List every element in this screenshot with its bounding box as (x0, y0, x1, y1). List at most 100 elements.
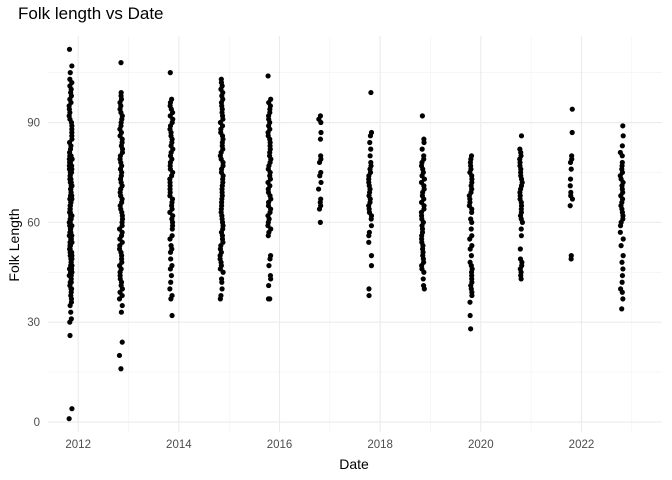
data-point (218, 292, 224, 299)
data-point (620, 296, 626, 302)
data-point (567, 176, 574, 182)
data-point (317, 113, 324, 119)
data-point (318, 196, 324, 202)
y-tick-label: 90 (27, 118, 40, 130)
data-point (469, 243, 475, 249)
data-point (169, 263, 175, 269)
data-point (518, 133, 525, 139)
x-tick-label: 2020 (468, 439, 494, 451)
data-point (569, 106, 575, 112)
x-tick-label: 2016 (267, 439, 293, 451)
data-point (617, 286, 624, 292)
data-point (468, 226, 474, 232)
data-point (116, 352, 123, 359)
data-point (267, 296, 273, 302)
data-point (467, 312, 473, 319)
data-point (169, 96, 175, 102)
data-point (366, 229, 372, 235)
data-point (118, 366, 124, 372)
data-point (69, 406, 75, 412)
x-axis-title: Date (339, 456, 369, 472)
major-grid (48, 36, 662, 432)
data-point (317, 136, 324, 142)
data-point (267, 272, 274, 279)
data-point (265, 73, 271, 79)
x-tick-label: 2022 (569, 439, 595, 451)
data-point (620, 253, 626, 259)
data-point (168, 243, 174, 249)
data-point (517, 246, 523, 252)
data-point (518, 226, 524, 232)
data-point (468, 153, 475, 159)
data-point (467, 259, 473, 265)
data-point (118, 309, 124, 315)
data-point (618, 243, 624, 249)
data-point (119, 302, 125, 309)
data-point (569, 153, 575, 159)
data-point (567, 183, 573, 189)
data-point (568, 253, 574, 259)
data-point (68, 309, 74, 315)
data-point (368, 129, 375, 136)
x-axis-ticks: 2012 2014 2016 2018 2020 2022 (65, 439, 594, 451)
data-point (66, 46, 73, 52)
x-tick-label: 2012 (65, 439, 91, 451)
data-point (420, 282, 427, 289)
data-point (569, 129, 575, 136)
data-point (168, 256, 174, 262)
data-point (467, 299, 473, 305)
data-point (169, 292, 175, 299)
data-point (218, 76, 224, 82)
data-point (368, 223, 375, 229)
data-point (318, 153, 324, 159)
data-point (169, 312, 175, 319)
data-point (617, 149, 623, 156)
data-point (69, 63, 75, 69)
data-point (366, 239, 372, 245)
data-point (568, 166, 574, 172)
data-point (218, 276, 225, 282)
x-tick-label: 2018 (367, 439, 393, 451)
data-point (421, 153, 427, 159)
data-point (567, 203, 573, 209)
data-point (118, 60, 124, 66)
data-point (420, 276, 426, 282)
data-point (266, 282, 272, 289)
data-point (167, 70, 173, 76)
data-point (620, 236, 626, 242)
data-point (366, 286, 372, 292)
data-point (318, 169, 324, 176)
data-point (119, 339, 125, 345)
data-point (318, 129, 324, 136)
data-point (517, 146, 523, 152)
data-point (517, 256, 524, 262)
data-point (367, 153, 373, 159)
data-point (468, 326, 474, 332)
data-point (267, 253, 274, 259)
data-point (66, 416, 72, 422)
y-axis-title: Folk Length (6, 208, 22, 281)
data-point (317, 219, 323, 225)
y-tick-label: 60 (27, 217, 40, 229)
data-point (368, 263, 375, 269)
data-point (620, 123, 626, 129)
data-point (619, 143, 625, 149)
data-point (518, 233, 525, 239)
chart-title: Folk length vs Date (18, 4, 164, 23)
data-point (619, 259, 625, 265)
data-point (620, 133, 626, 139)
data-point (468, 253, 474, 259)
data-point (169, 233, 175, 239)
data-point (368, 253, 375, 259)
data-point (318, 179, 324, 186)
data-point (619, 279, 625, 285)
data-point (568, 189, 574, 196)
data-point (468, 216, 474, 222)
data-point (419, 146, 425, 152)
data-point (368, 159, 374, 166)
data-point (268, 96, 274, 102)
data-point (469, 233, 475, 239)
data-point (368, 89, 374, 96)
data-point (118, 89, 124, 96)
